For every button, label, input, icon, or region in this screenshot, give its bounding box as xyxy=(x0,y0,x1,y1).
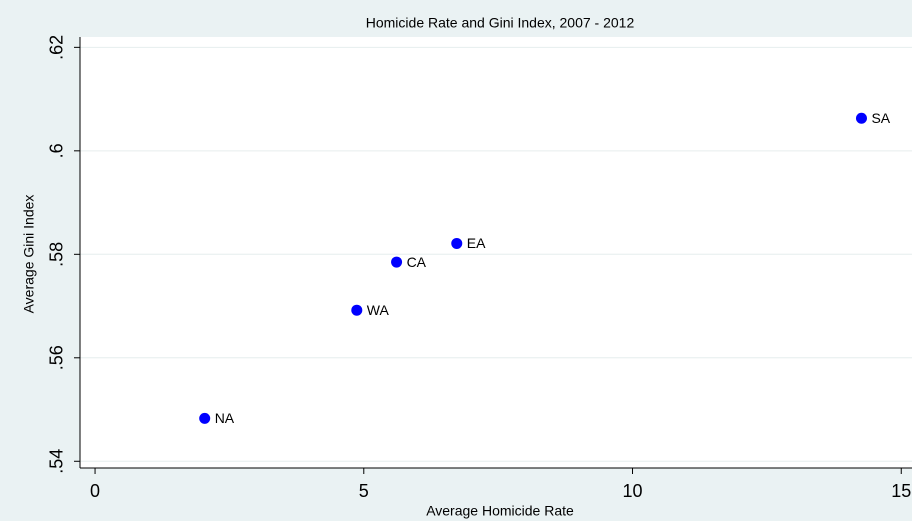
point xyxy=(451,237,463,249)
point xyxy=(391,256,403,268)
y-tick-label: .56 xyxy=(47,345,67,370)
y-tick-label: .6 xyxy=(47,143,67,158)
x-tick-label: 0 xyxy=(90,481,100,501)
point xyxy=(855,112,867,124)
x-tick-label: 5 xyxy=(359,481,369,501)
point-label: WA xyxy=(367,302,390,318)
point xyxy=(351,304,363,316)
point-label: EA xyxy=(467,235,486,251)
point-label: SA xyxy=(871,110,890,126)
x-axis-title: Average Homicide Rate xyxy=(426,503,574,519)
plot-area xyxy=(80,37,912,468)
y-tick-label: .54 xyxy=(47,449,67,474)
x-tick-label: 15 xyxy=(891,481,911,501)
point-label: NA xyxy=(215,410,235,426)
y-tick-label: .62 xyxy=(47,35,67,60)
y-tick-label: .58 xyxy=(47,242,67,267)
chart-title: Homicide Rate and Gini Index, 2007 - 201… xyxy=(366,15,635,31)
x-tick-label: 10 xyxy=(623,481,643,501)
y-axis-title: Average Gini Index xyxy=(21,195,37,314)
point-label: CA xyxy=(407,254,427,270)
point xyxy=(199,412,211,424)
